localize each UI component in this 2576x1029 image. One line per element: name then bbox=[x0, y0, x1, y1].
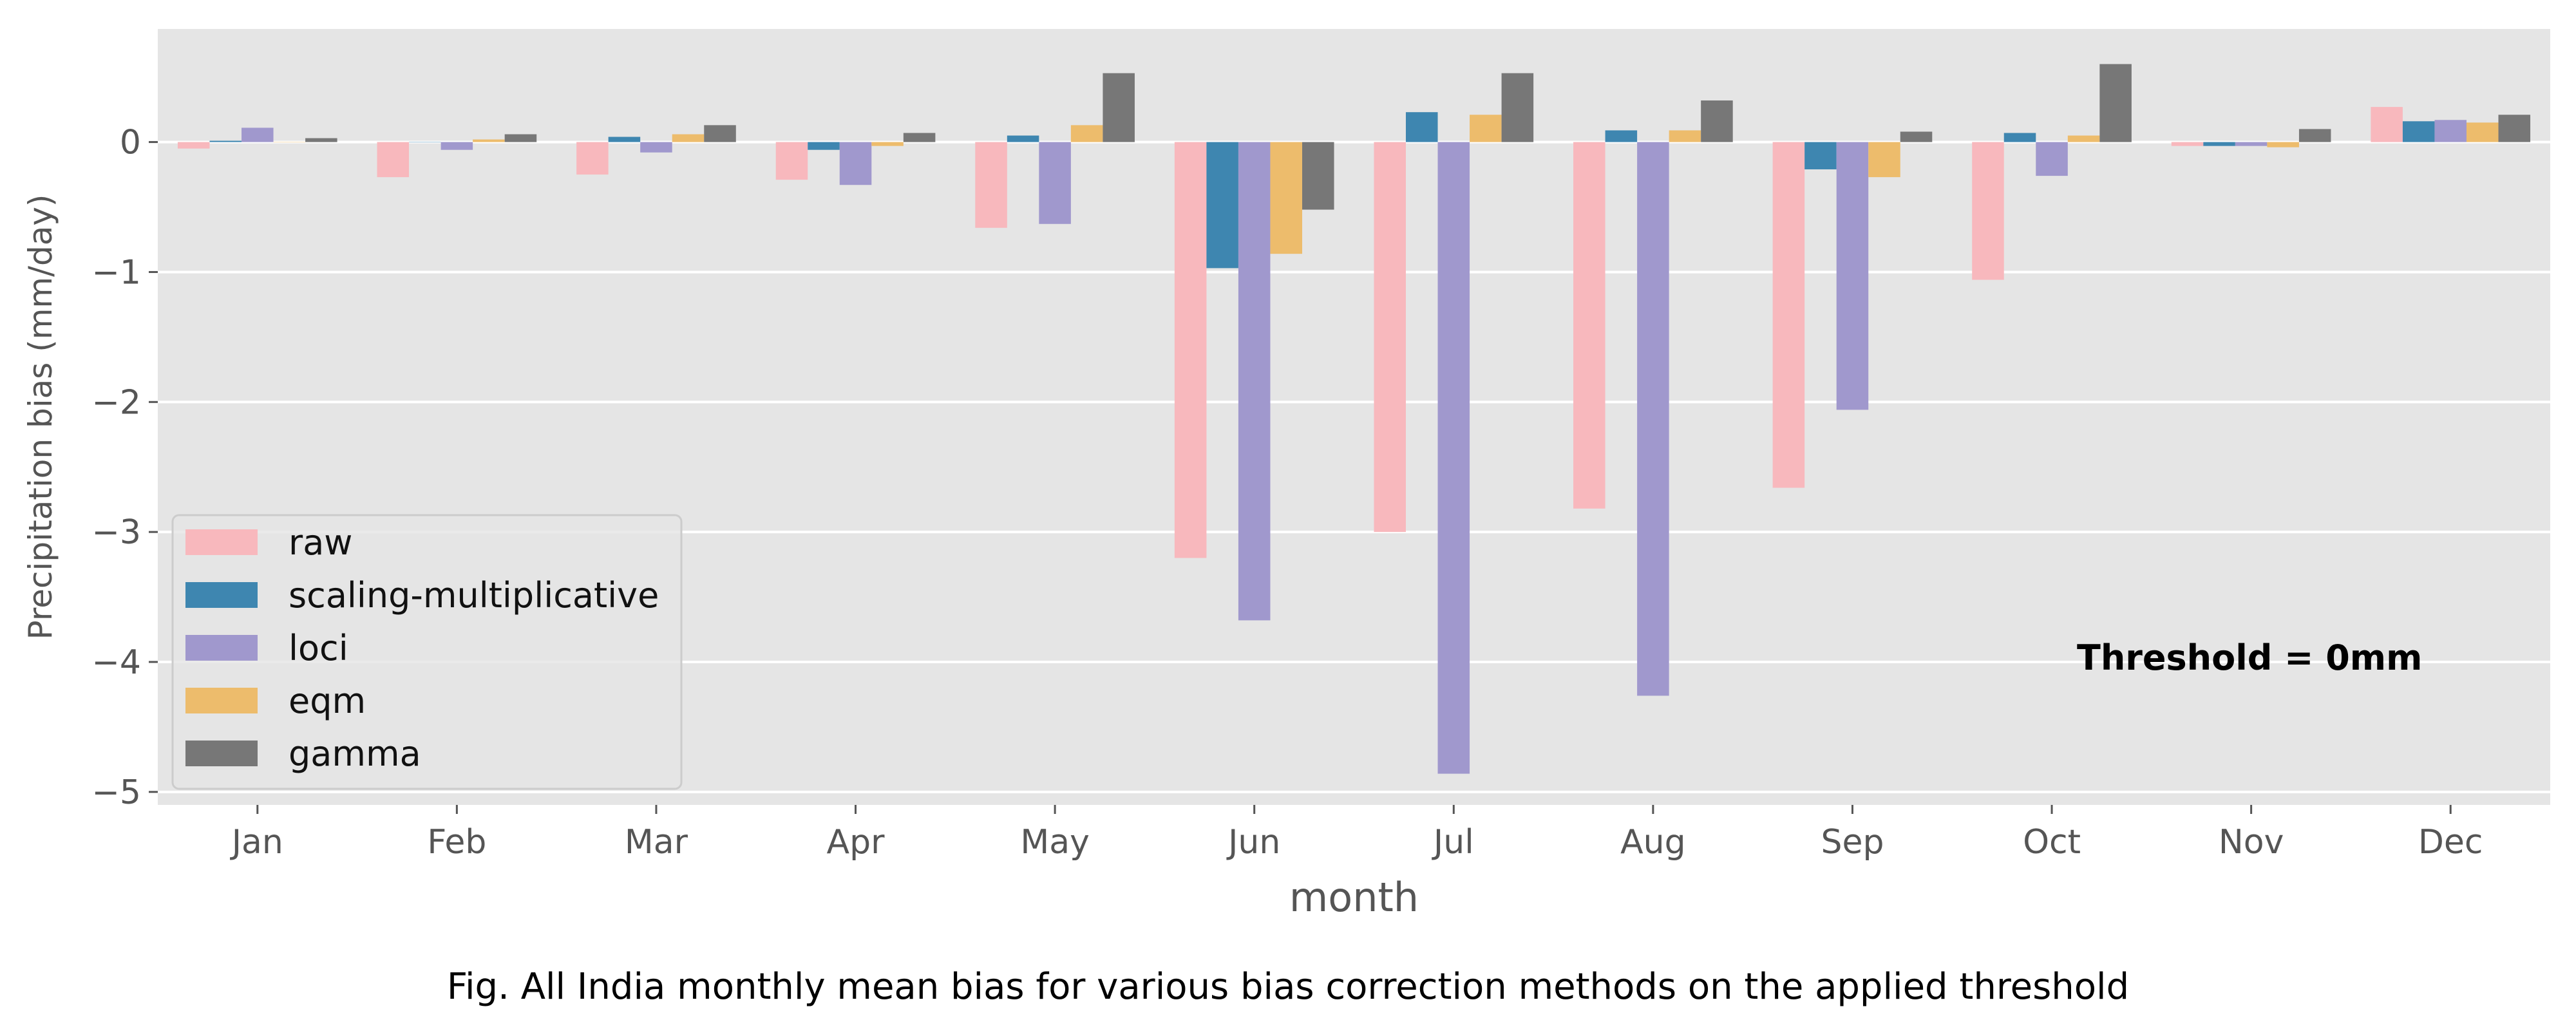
bars bbox=[177, 64, 2531, 774]
bar-gamma-may bbox=[1103, 73, 1135, 142]
x-tick-label: Aug bbox=[1620, 823, 1686, 862]
bar-eqm-jan bbox=[273, 142, 306, 143]
bar-eqm-jul bbox=[1470, 115, 1502, 142]
y-tick-label: 0 bbox=[120, 124, 141, 162]
legend: raw scaling-multiplicative loci eqm gamma bbox=[171, 514, 683, 790]
bar-eqm-aug bbox=[1669, 130, 1701, 142]
bar-gamma-feb bbox=[504, 134, 537, 142]
bar-raw-oct bbox=[1972, 142, 2004, 280]
x-tick-label: Sep bbox=[1821, 823, 1884, 862]
bar-scaling-multiplicative-mar bbox=[608, 137, 641, 142]
bar-loci-nov bbox=[2235, 142, 2268, 146]
bar-gamma-apr bbox=[903, 133, 936, 142]
x-axis-label: month bbox=[1289, 874, 1419, 921]
y-tick-label: −3 bbox=[91, 513, 141, 552]
bar-loci-apr bbox=[839, 142, 872, 185]
legend-swatch-raw bbox=[185, 529, 258, 555]
bar-scaling-multiplicative-jan bbox=[209, 140, 242, 142]
bar-loci-dec bbox=[2434, 120, 2467, 142]
bar-scaling-multiplicative-may bbox=[1007, 135, 1039, 142]
bar-loci-aug bbox=[1637, 142, 1669, 696]
bar-scaling-multiplicative-jul bbox=[1405, 112, 1438, 142]
x-tick-label: Feb bbox=[427, 823, 486, 862]
bar-raw-nov bbox=[2171, 142, 2204, 146]
bar-scaling-multiplicative-aug bbox=[1605, 130, 1638, 142]
x-tick-label: Apr bbox=[827, 823, 886, 862]
bar-gamma-jan bbox=[305, 138, 337, 142]
legend-swatch-eqm bbox=[185, 688, 258, 713]
bar-loci-jan bbox=[242, 127, 274, 142]
figure-caption: Fig. All India monthly mean bias for var… bbox=[446, 966, 2130, 1008]
bar-eqm-apr bbox=[871, 142, 904, 146]
x-tick-label: Jul bbox=[1432, 823, 1474, 862]
bar-scaling-multiplicative-oct bbox=[2003, 133, 2036, 142]
bar-eqm-nov bbox=[2267, 142, 2299, 147]
bar-raw-dec bbox=[2371, 107, 2403, 142]
bar-scaling-multiplicative-nov bbox=[2203, 142, 2235, 146]
y-tick-label: −1 bbox=[91, 253, 141, 292]
bar-raw-apr bbox=[775, 142, 808, 180]
y-tick-label: −5 bbox=[91, 773, 141, 812]
bar-gamma-aug bbox=[1701, 100, 1733, 142]
bar-raw-jul bbox=[1374, 142, 1406, 533]
bar-scaling-multiplicative-dec bbox=[2402, 121, 2435, 142]
x-tick-label: Oct bbox=[2023, 823, 2081, 862]
legend-box bbox=[171, 514, 683, 790]
bar-loci-sep bbox=[1836, 142, 1869, 410]
bar-loci-feb bbox=[440, 142, 473, 150]
axes: 0 −1 −2 −3 −4 −5 Jan Feb Mar Apr May Jun Jul Aug Sep Oc… bbox=[91, 124, 2483, 862]
bar-gamma-jul bbox=[1501, 73, 1534, 142]
bar-eqm-feb bbox=[473, 139, 505, 142]
legend-swatch-loci bbox=[185, 635, 258, 661]
bar-raw-mar bbox=[576, 142, 609, 175]
bar-loci-mar bbox=[640, 142, 672, 153]
legend-label-scaling-multiplicative: scaling-multiplicative bbox=[289, 575, 659, 616]
x-tick-label: May bbox=[1020, 823, 1090, 862]
x-tick-label: Mar bbox=[625, 823, 688, 862]
y-tick-label: −2 bbox=[91, 383, 141, 422]
bar-eqm-dec bbox=[2466, 122, 2499, 142]
threshold-annotation: Threshold = 0mm bbox=[2077, 637, 2422, 678]
legend-swatch-gamma bbox=[185, 741, 258, 766]
legend-label-eqm: eqm bbox=[289, 681, 366, 721]
bar-scaling-multiplicative-apr bbox=[808, 142, 840, 150]
bar-scaling-multiplicative-jun bbox=[1206, 142, 1238, 269]
bar-gamma-oct bbox=[2099, 64, 2132, 142]
bar-raw-feb bbox=[377, 142, 410, 178]
bar-raw-aug bbox=[1573, 142, 1605, 509]
bar-gamma-nov bbox=[2298, 129, 2331, 142]
bar-chart: 0 −1 −2 −3 −4 −5 Jan Feb Mar Apr May Jun Jul Aug Sep Oc… bbox=[22, 29, 2550, 921]
bar-scaling-multiplicative-feb bbox=[409, 142, 441, 143]
bar-loci-jun bbox=[1238, 142, 1271, 621]
x-tick-label: Nov bbox=[2219, 823, 2284, 862]
bar-scaling-multiplicative-sep bbox=[1804, 142, 1837, 169]
x-tick-label: Jan bbox=[230, 823, 283, 862]
x-tick-label: Jun bbox=[1226, 823, 1280, 862]
x-tick-label: Dec bbox=[2418, 823, 2483, 862]
bar-loci-jul bbox=[1437, 142, 1470, 774]
legend-label-raw: raw bbox=[289, 522, 352, 563]
bar-eqm-oct bbox=[2067, 135, 2100, 142]
bar-loci-oct bbox=[2036, 142, 2068, 176]
bar-gamma-jun bbox=[1302, 142, 1334, 210]
bar-gamma-dec bbox=[2498, 115, 2531, 142]
bar-raw-jan bbox=[177, 142, 210, 149]
y-axis-label: Precipitation bias (mm/day) bbox=[22, 194, 59, 640]
bar-eqm-mar bbox=[672, 134, 705, 142]
bar-raw-sep bbox=[1772, 142, 1805, 488]
bar-eqm-may bbox=[1070, 125, 1103, 142]
bar-gamma-mar bbox=[704, 125, 736, 142]
legend-label-loci: loci bbox=[289, 628, 348, 668]
bar-eqm-sep bbox=[1868, 142, 1900, 178]
y-tick-label: −4 bbox=[91, 643, 141, 682]
bar-gamma-sep bbox=[1900, 131, 1933, 142]
legend-label-gamma: gamma bbox=[289, 733, 421, 774]
bar-raw-may bbox=[975, 142, 1007, 228]
bar-eqm-jun bbox=[1270, 142, 1303, 254]
bar-loci-may bbox=[1039, 142, 1071, 224]
legend-swatch-scaling-multiplicative bbox=[185, 582, 258, 608]
bar-raw-jun bbox=[1174, 142, 1207, 558]
